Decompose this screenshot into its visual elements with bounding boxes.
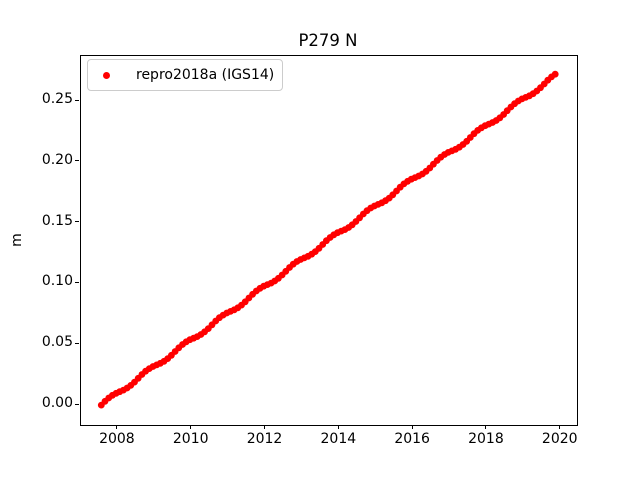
x-tick-label: 2012 (246, 431, 283, 447)
x-tick-mark (190, 425, 192, 429)
x-tick-label: 2020 (541, 431, 578, 447)
y-tick-mark (75, 403, 79, 405)
y-tick-label: 0.20 (41, 151, 73, 168)
x-tick-label: 2018 (468, 431, 504, 447)
y-tick-mark (75, 281, 79, 283)
scatter-series-svg (97, 70, 559, 409)
x-tick-mark (411, 425, 413, 429)
plot-area (80, 55, 578, 426)
legend-label: repro2018a (IGS14) (136, 67, 275, 83)
legend-marker-dot-icon (103, 71, 110, 79)
y-tick-label: 0.10 (41, 273, 73, 290)
y-axis-label: m (9, 233, 25, 247)
y-tick-label: 0.15 (41, 212, 73, 229)
x-tick-mark (559, 425, 561, 429)
x-tick-mark (337, 425, 339, 429)
x-tick-label: 2010 (172, 431, 209, 447)
x-tick-label: 2008 (99, 431, 135, 447)
x-tick-label: 2014 (320, 431, 357, 447)
y-tick-mark (75, 160, 79, 162)
x-tick-mark (485, 425, 487, 429)
legend: repro2018a (IGS14) (87, 59, 283, 91)
y-tick-mark (75, 221, 79, 223)
x-tick-mark (264, 425, 266, 429)
y-tick-mark (75, 99, 79, 101)
y-tick-label: 0.25 (41, 91, 73, 107)
x-tick-mark (116, 425, 118, 429)
scatter-points (97, 70, 559, 409)
x-tick-label: 2016 (394, 431, 430, 447)
y-tick-mark (75, 342, 79, 344)
chart-title: P279 N (298, 31, 358, 50)
y-tick-label: 0.05 (41, 334, 73, 351)
y-tick-label: 0.00 (41, 395, 73, 412)
data-point (551, 70, 559, 78)
